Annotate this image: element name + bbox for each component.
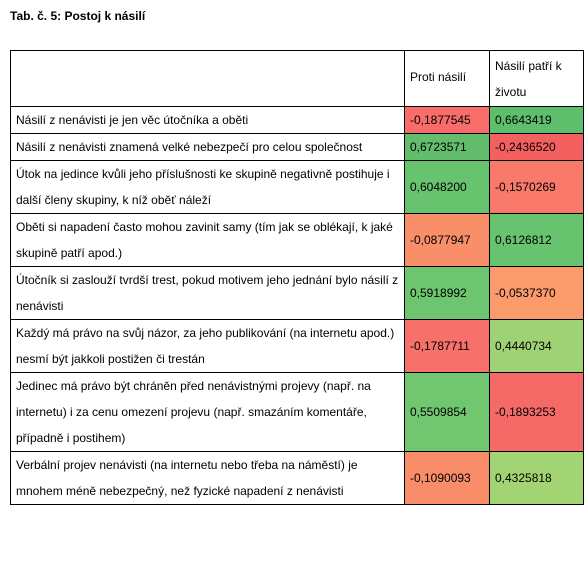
table-row: Útok na jedince kvůli jeho příslušnosti … [10,160,584,214]
statement-cell: Útočník si zaslouží tvrdší trest, pokud … [10,266,405,320]
against-violence-value: -0,1787711 [404,319,490,373]
attitude-table: Proti násilí Násilí patří k životu Násil… [10,50,584,505]
header-against-violence: Proti násilí [404,50,490,107]
table-header-row: Proti násilí Násilí patří k životu [10,50,584,107]
header-against-violence-label: Proti násilí [410,69,467,84]
statement-cell: Násilí z nenávisti znamená velké nebezpe… [10,133,405,161]
violence-part-of-life-value: 0,4325818 [489,451,584,505]
table-row: Oběti si napadení často mohou zavinit sa… [10,213,584,267]
table-row: Jedinec má právo být chráněn před nenávi… [10,372,584,452]
table-caption: Tab. č. 5: Postoj k násilí [10,9,146,23]
against-violence-value: 0,5918992 [404,266,490,320]
against-violence-value: -0,1877545 [404,106,490,134]
table-row: Násilí z nenávisti je jen věc útočníka a… [10,106,584,134]
statement-cell: Násilí z nenávisti je jen věc útočníka a… [10,106,405,134]
against-violence-value: 0,5509854 [404,372,490,452]
violence-part-of-life-value: -0,2436520 [489,133,584,161]
table-row: Útočník si zaslouží tvrdší trest, pokud … [10,266,584,320]
statement-cell: Jedinec má právo být chráněn před nenávi… [10,372,405,452]
table-row: Každý má právo na svůj názor, za jeho pu… [10,319,584,373]
statement-cell: Každý má právo na svůj názor, za jeho pu… [10,319,405,373]
against-violence-value: -0,0877947 [404,213,490,267]
statement-cell: Útok na jedince kvůli jeho příslušnosti … [10,160,405,214]
violence-part-of-life-value: -0,0537370 [489,266,584,320]
violence-part-of-life-value: -0,1570269 [489,160,584,214]
table-row: Verbální projev nenávisti (na internetu … [10,451,584,505]
against-violence-value: 0,6048200 [404,160,490,214]
violence-part-of-life-value: 0,4440734 [489,319,584,373]
statement-cell: Verbální projev nenávisti (na internetu … [10,451,405,505]
table-row: Násilí z nenávisti znamená velké nebezpe… [10,133,584,161]
violence-part-of-life-value: 0,6643419 [489,106,584,134]
header-empty-cell [10,50,405,107]
violence-part-of-life-value: 0,6126812 [489,213,584,267]
header-violence-part-of-life: Násilí patří k životu [489,50,584,107]
against-violence-value: 0,6723571 [404,133,490,161]
against-violence-value: -0,1090093 [404,451,490,505]
statement-cell: Oběti si napadení často mohou zavinit sa… [10,213,405,267]
violence-part-of-life-value: -0,1893253 [489,372,584,452]
